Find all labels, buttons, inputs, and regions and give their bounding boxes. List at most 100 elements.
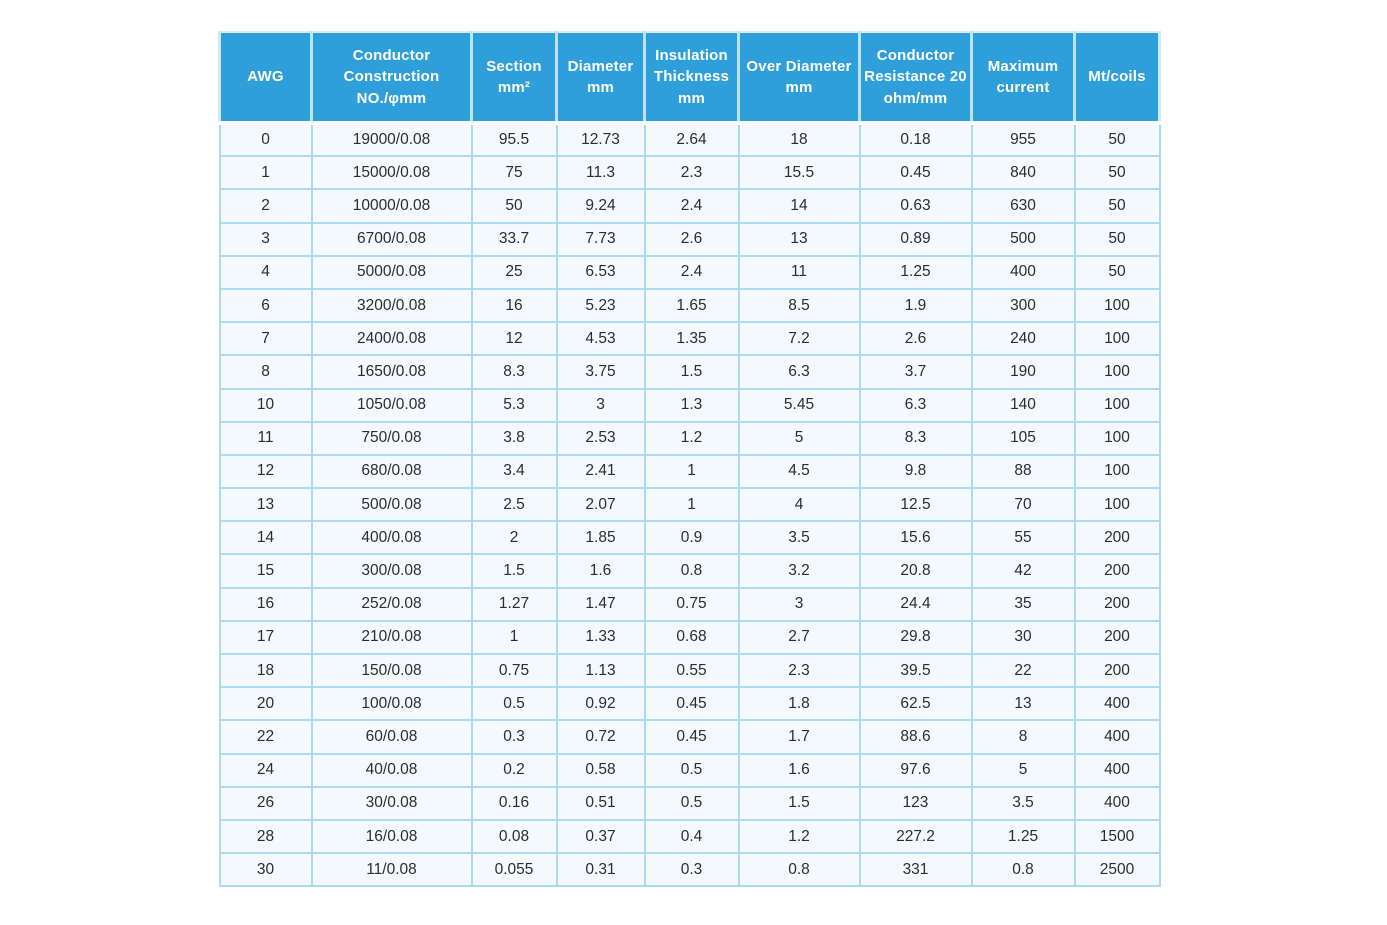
cell-max-current: 5 bbox=[970, 752, 1076, 788]
cell-insulation-thickness: 1 bbox=[643, 453, 740, 490]
cell-mt-coils: 200 bbox=[1073, 652, 1161, 689]
table-row: 4 5000/0.08 25 6.53 2.4 11 1.25 400 50 bbox=[218, 254, 1161, 290]
cell-construction: 500/0.08 bbox=[310, 487, 473, 523]
cell-resistance: 20.8 bbox=[858, 553, 973, 589]
cell-diameter: 3.75 bbox=[555, 354, 646, 390]
cell-mt-coils: 400 bbox=[1073, 785, 1161, 821]
cell-insulation-thickness: 0.45 bbox=[643, 719, 740, 755]
column-header-awg: AWG bbox=[218, 31, 313, 125]
cell-diameter: 0.31 bbox=[555, 852, 646, 888]
cell-mt-coils: 100 bbox=[1073, 321, 1161, 357]
cell-awg: 16 bbox=[218, 586, 313, 622]
cell-over-diameter: 1.7 bbox=[737, 719, 861, 755]
cell-awg: 28 bbox=[218, 818, 313, 855]
cell-construction: 1650/0.08 bbox=[310, 354, 473, 390]
cell-construction: 3200/0.08 bbox=[310, 287, 473, 324]
cell-max-current: 1.25 bbox=[970, 818, 1076, 855]
cell-mt-coils: 200 bbox=[1073, 520, 1161, 556]
cell-mt-coils: 100 bbox=[1073, 387, 1161, 423]
table-row: 14 400/0.08 2 1.85 0.9 3.5 15.6 55 200 bbox=[218, 520, 1161, 556]
cell-insulation-thickness: 0.68 bbox=[643, 619, 740, 656]
cell-mt-coils: 50 bbox=[1073, 221, 1161, 257]
cell-diameter: 1.33 bbox=[555, 619, 646, 656]
cell-diameter: 5.23 bbox=[555, 287, 646, 324]
column-header-resistance: Conductor Resistance 20 ohm/mm bbox=[858, 31, 973, 125]
cell-diameter: 0.58 bbox=[555, 752, 646, 788]
cell-resistance: 123 bbox=[858, 785, 973, 821]
cell-mt-coils: 2500 bbox=[1073, 852, 1161, 888]
cell-insulation-thickness: 0.9 bbox=[643, 520, 740, 556]
cell-insulation-thickness: 2.64 bbox=[643, 121, 740, 158]
cell-resistance: 0.89 bbox=[858, 221, 973, 257]
cell-construction: 40/0.08 bbox=[310, 752, 473, 788]
cell-awg: 11 bbox=[218, 420, 313, 456]
cell-section: 50 bbox=[470, 188, 558, 224]
table-row: 17 210/0.08 1 1.33 0.68 2.7 29.8 30 200 bbox=[218, 619, 1161, 656]
cell-section: 8.3 bbox=[470, 354, 558, 390]
cell-construction: 210/0.08 bbox=[310, 619, 473, 656]
cell-over-diameter: 18 bbox=[737, 121, 861, 158]
cell-over-diameter: 6.3 bbox=[737, 354, 861, 390]
cell-construction: 252/0.08 bbox=[310, 586, 473, 622]
cell-diameter: 12.73 bbox=[555, 121, 646, 158]
cell-construction: 2400/0.08 bbox=[310, 321, 473, 357]
cell-over-diameter: 2.3 bbox=[737, 652, 861, 689]
cell-insulation-thickness: 2.3 bbox=[643, 155, 740, 191]
cell-section: 0.3 bbox=[470, 719, 558, 755]
cell-diameter: 1.47 bbox=[555, 586, 646, 622]
table-row: 7 2400/0.08 12 4.53 1.35 7.2 2.6 240 100 bbox=[218, 321, 1161, 357]
cell-over-diameter: 3 bbox=[737, 586, 861, 622]
cell-max-current: 300 bbox=[970, 287, 1076, 324]
cell-diameter: 0.72 bbox=[555, 719, 646, 755]
cell-resistance: 227.2 bbox=[858, 818, 973, 855]
cell-max-current: 3.5 bbox=[970, 785, 1076, 821]
cell-construction: 10000/0.08 bbox=[310, 188, 473, 224]
table-row: 30 11/0.08 0.055 0.31 0.3 0.8 331 0.8 2500 bbox=[218, 852, 1161, 888]
cell-section: 33.7 bbox=[470, 221, 558, 257]
cell-max-current: 22 bbox=[970, 652, 1076, 689]
cell-awg: 4 bbox=[218, 254, 313, 290]
table-row: 0 19000/0.08 95.5 12.73 2.64 18 0.18 955 50 bbox=[218, 121, 1161, 158]
cell-awg: 18 bbox=[218, 652, 313, 689]
cell-section: 0.75 bbox=[470, 652, 558, 689]
cell-section: 0.5 bbox=[470, 686, 558, 722]
cell-resistance: 9.8 bbox=[858, 453, 973, 490]
table-row: 11 750/0.08 3.8 2.53 1.2 5 8.3 105 100 bbox=[218, 420, 1161, 456]
column-header-diameter: Diameter mm bbox=[555, 31, 646, 125]
cell-construction: 16/0.08 bbox=[310, 818, 473, 855]
cell-insulation-thickness: 1.3 bbox=[643, 387, 740, 423]
cell-mt-coils: 100 bbox=[1073, 420, 1161, 456]
cell-insulation-thickness: 1.35 bbox=[643, 321, 740, 357]
table-row: 18 150/0.08 0.75 1.13 0.55 2.3 39.5 22 200 bbox=[218, 652, 1161, 689]
cell-over-diameter: 4 bbox=[737, 487, 861, 523]
cell-over-diameter: 3.2 bbox=[737, 553, 861, 589]
cell-diameter: 0.92 bbox=[555, 686, 646, 722]
table-row: 22 60/0.08 0.3 0.72 0.45 1.7 88.6 8 400 bbox=[218, 719, 1161, 755]
cell-diameter: 3 bbox=[555, 387, 646, 423]
table-row: 24 40/0.08 0.2 0.58 0.5 1.6 97.6 5 400 bbox=[218, 752, 1161, 788]
cell-max-current: 840 bbox=[970, 155, 1076, 191]
cell-diameter: 0.37 bbox=[555, 818, 646, 855]
table-row: 20 100/0.08 0.5 0.92 0.45 1.8 62.5 13 400 bbox=[218, 686, 1161, 722]
cell-mt-coils: 200 bbox=[1073, 553, 1161, 589]
cell-awg: 30 bbox=[218, 852, 313, 888]
cell-section: 75 bbox=[470, 155, 558, 191]
cell-mt-coils: 200 bbox=[1073, 619, 1161, 656]
cell-section: 2 bbox=[470, 520, 558, 556]
cell-over-diameter: 7.2 bbox=[737, 321, 861, 357]
cell-construction: 100/0.08 bbox=[310, 686, 473, 722]
cell-resistance: 0.45 bbox=[858, 155, 973, 191]
cell-mt-coils: 100 bbox=[1073, 453, 1161, 490]
cell-diameter: 6.53 bbox=[555, 254, 646, 290]
cell-over-diameter: 1.8 bbox=[737, 686, 861, 722]
cell-max-current: 30 bbox=[970, 619, 1076, 656]
cell-section: 95.5 bbox=[470, 121, 558, 158]
cell-diameter: 9.24 bbox=[555, 188, 646, 224]
cell-awg: 17 bbox=[218, 619, 313, 656]
table-header: AWG Conductor Construction NO./φmm Section mm… bbox=[218, 31, 1161, 125]
cell-insulation-thickness: 1.2 bbox=[643, 420, 740, 456]
cell-mt-coils: 400 bbox=[1073, 719, 1161, 755]
cell-diameter: 11.3 bbox=[555, 155, 646, 191]
cell-awg: 15 bbox=[218, 553, 313, 589]
